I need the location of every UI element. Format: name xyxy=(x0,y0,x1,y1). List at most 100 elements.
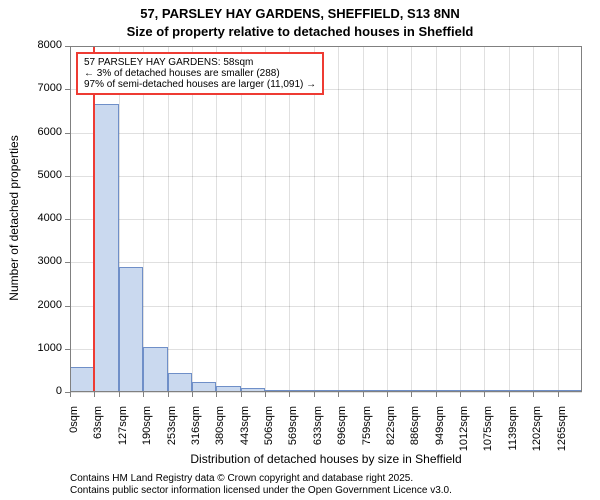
x-tick-label: 316sqm xyxy=(190,406,202,456)
axis-border-left xyxy=(70,46,71,392)
plot-area: 57 PARSLEY HAY GARDENS: 58sqm← 3% of det… xyxy=(70,46,582,392)
grid-line xyxy=(289,46,290,392)
x-tick-mark xyxy=(460,392,461,397)
grid-line xyxy=(70,133,582,134)
x-axis-label: Distribution of detached houses by size … xyxy=(70,452,582,466)
grid-line xyxy=(436,46,437,392)
axis-border-bottom xyxy=(70,391,582,392)
grid-line xyxy=(168,46,169,392)
annotation-line: 57 PARSLEY HAY GARDENS: 58sqm xyxy=(84,57,316,68)
x-tick-label: 1265sqm xyxy=(556,406,568,456)
x-tick-mark xyxy=(289,392,290,397)
y-axis-label: Number of detached properties xyxy=(7,45,21,391)
x-tick-mark xyxy=(192,392,193,397)
annotation-line: 97% of semi-detached houses are larger (… xyxy=(84,79,316,90)
y-tick-mark xyxy=(65,133,70,134)
x-tick-mark xyxy=(119,392,120,397)
x-tick-mark xyxy=(436,392,437,397)
grid-line xyxy=(241,46,242,392)
grid-line xyxy=(143,46,144,392)
x-tick-mark xyxy=(265,392,266,397)
y-tick-label: 1000 xyxy=(20,342,62,354)
annotation-box: 57 PARSLEY HAY GARDENS: 58sqm← 3% of det… xyxy=(76,52,324,95)
x-tick-label: 380sqm xyxy=(214,406,226,456)
grid-line xyxy=(70,262,582,263)
grid-line xyxy=(216,46,217,392)
x-tick-mark xyxy=(314,392,315,397)
grid-line xyxy=(192,46,193,392)
histogram-bar xyxy=(94,104,118,392)
y-tick-mark xyxy=(65,349,70,350)
x-tick-label: 696sqm xyxy=(336,406,348,456)
x-tick-mark xyxy=(387,392,388,397)
y-tick-mark xyxy=(65,219,70,220)
y-tick-label: 0 xyxy=(20,385,62,397)
attribution-footer: Contains HM Land Registry data © Crown c… xyxy=(70,473,452,496)
y-tick-mark xyxy=(65,306,70,307)
x-tick-label: 1075sqm xyxy=(482,406,494,456)
x-tick-mark xyxy=(363,392,364,397)
grid-line xyxy=(533,46,534,392)
selected-property-marker xyxy=(93,46,95,392)
y-tick-mark xyxy=(65,46,70,47)
axis-border-top xyxy=(70,46,582,47)
x-tick-label: 253sqm xyxy=(166,406,178,456)
grid-line xyxy=(70,176,582,177)
x-tick-label: 127sqm xyxy=(117,406,129,456)
x-tick-mark xyxy=(484,392,485,397)
grid-line xyxy=(411,46,412,392)
grid-line xyxy=(387,46,388,392)
x-tick-mark xyxy=(533,392,534,397)
x-tick-label: 886sqm xyxy=(409,406,421,456)
histogram-bar xyxy=(168,373,192,392)
x-tick-mark xyxy=(216,392,217,397)
y-tick-mark xyxy=(65,176,70,177)
x-tick-mark xyxy=(94,392,95,397)
y-tick-label: 8000 xyxy=(20,39,62,51)
x-tick-mark xyxy=(143,392,144,397)
chart-title-line2: Size of property relative to detached ho… xyxy=(0,24,600,39)
y-tick-label: 6000 xyxy=(20,126,62,138)
y-tick-label: 3000 xyxy=(20,255,62,267)
grid-line xyxy=(509,46,510,392)
x-tick-label: 569sqm xyxy=(287,406,299,456)
histogram-bar xyxy=(119,267,143,392)
y-tick-mark xyxy=(65,89,70,90)
grid-line xyxy=(338,46,339,392)
chart-title-line1: 57, PARSLEY HAY GARDENS, SHEFFIELD, S13 … xyxy=(0,6,600,21)
histogram-bar xyxy=(70,367,94,392)
x-tick-label: 63sqm xyxy=(92,406,104,456)
grid-line xyxy=(363,46,364,392)
x-tick-mark xyxy=(168,392,169,397)
x-tick-label: 1012sqm xyxy=(458,406,470,456)
x-tick-mark xyxy=(338,392,339,397)
x-tick-label: 759sqm xyxy=(361,406,373,456)
grid-line xyxy=(558,46,559,392)
x-tick-label: 0sqm xyxy=(68,406,80,456)
y-tick-mark xyxy=(65,262,70,263)
grid-line xyxy=(70,219,582,220)
x-tick-label: 190sqm xyxy=(141,406,153,456)
grid-line xyxy=(70,306,582,307)
x-tick-label: 443sqm xyxy=(239,406,251,456)
y-tick-label: 5000 xyxy=(20,169,62,181)
x-tick-mark xyxy=(411,392,412,397)
x-tick-label: 633sqm xyxy=(312,406,324,456)
annotation-line: ← 3% of detached houses are smaller (288… xyxy=(84,68,316,79)
grid-line xyxy=(314,46,315,392)
footer-line-2: Contains public sector information licen… xyxy=(70,485,452,497)
axis-border-right xyxy=(581,46,582,392)
grid-line xyxy=(484,46,485,392)
x-tick-label: 1139sqm xyxy=(507,406,519,456)
grid-line xyxy=(460,46,461,392)
footer-line-1: Contains HM Land Registry data © Crown c… xyxy=(70,473,452,485)
x-tick-mark xyxy=(70,392,71,397)
x-tick-label: 822sqm xyxy=(385,406,397,456)
y-tick-label: 4000 xyxy=(20,212,62,224)
x-tick-label: 506sqm xyxy=(263,406,275,456)
x-tick-mark xyxy=(241,392,242,397)
histogram-bar xyxy=(143,347,167,392)
grid-line xyxy=(265,46,266,392)
x-tick-mark xyxy=(558,392,559,397)
x-tick-mark xyxy=(509,392,510,397)
